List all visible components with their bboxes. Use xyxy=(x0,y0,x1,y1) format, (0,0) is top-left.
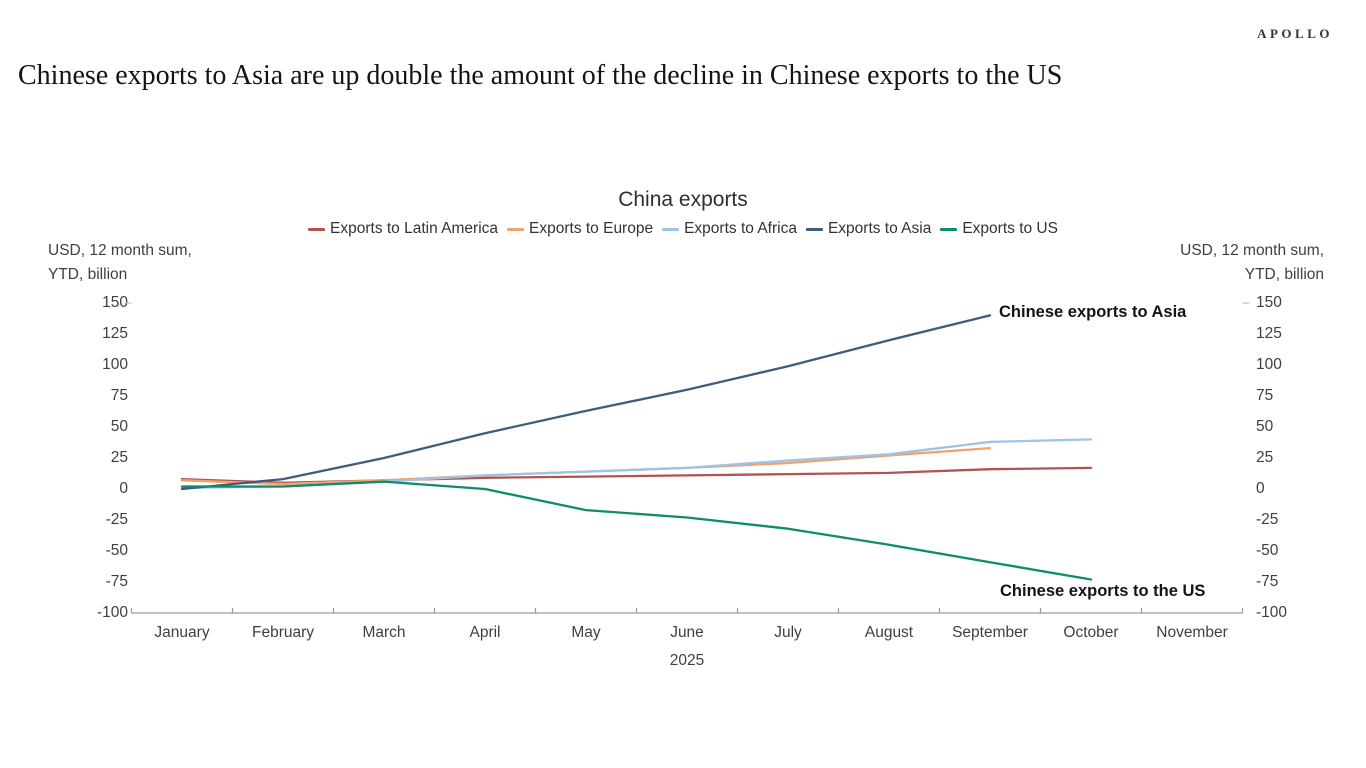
x-axis-year-label: 2025 xyxy=(669,652,705,669)
annotation-exports-to-us: Chinese exports to the US xyxy=(1000,582,1206,600)
y-tick-right-75: 75 xyxy=(1256,387,1274,404)
y-tick-right-0: 0 xyxy=(1256,480,1265,497)
legend-item-us: Exports to US xyxy=(940,220,1058,238)
slide-headline: Chinese exports to Asia are up double th… xyxy=(18,60,1063,91)
y-tick-left-150: 150 xyxy=(102,294,128,311)
y-tick-right-50: 50 xyxy=(1256,418,1274,435)
legend-item-latin-america: Exports to Latin America xyxy=(308,220,498,238)
legend-swatch-europe xyxy=(507,227,525,231)
legend-swatch-africa xyxy=(662,227,680,231)
apollo-logo: APOLLO xyxy=(1257,26,1333,41)
y-tick-left--100: -100 xyxy=(96,604,128,621)
y-tick-right-125: 125 xyxy=(1256,325,1282,342)
x-tick-june: June xyxy=(670,624,704,641)
y-tick-left-25: 25 xyxy=(110,449,128,466)
y-tick-left-0: 0 xyxy=(119,480,128,497)
x-tick-september: September xyxy=(952,624,1028,641)
legend-swatch-us xyxy=(940,227,958,231)
x-tick-april: April xyxy=(469,624,501,641)
y-tick-right-100: 100 xyxy=(1256,356,1282,373)
y-tick-right--75: -75 xyxy=(1256,573,1279,590)
y-tick-right--50: -50 xyxy=(1256,542,1279,559)
x-tick-january: January xyxy=(154,624,210,641)
y-axis-unit-label-right: USD, 12 month sum, YTD, billion xyxy=(1180,239,1324,287)
x-tick-october: October xyxy=(1063,624,1119,641)
y-tick-left-125: 125 xyxy=(102,325,128,342)
x-tick-november: November xyxy=(1156,624,1228,641)
y-axis-unit-left-line1: USD, 12 month sum, xyxy=(48,242,192,259)
x-tick-february: February xyxy=(251,624,315,641)
chart-title: China exports xyxy=(618,188,748,211)
legend-label-asia: Exports to Asia xyxy=(827,220,932,237)
x-tick-march: March xyxy=(362,624,406,641)
y-axis-unit-right-line2: YTD, billion xyxy=(1244,266,1324,283)
legend-label-latin-america: Exports to Latin America xyxy=(330,220,499,237)
legend-swatch-asia xyxy=(805,227,823,231)
chart-legend: Exports to Latin America Exports to Euro… xyxy=(0,220,1366,238)
legend-item-europe: Exports to Europe xyxy=(507,220,653,238)
legend-item-asia: Exports to Asia xyxy=(805,220,932,238)
y-axis-unit-left-line2: YTD, billion xyxy=(48,266,128,283)
y-tick-right--25: -25 xyxy=(1256,511,1279,528)
y-axis-unit-label-left: USD, 12 month sum, YTD, billion xyxy=(48,239,192,287)
x-tick-august: August xyxy=(864,624,914,641)
annotation-exports-to-asia: Chinese exports to Asia xyxy=(999,303,1187,321)
y-tick-left--75: -75 xyxy=(105,573,128,590)
y-tick-left--25: -25 xyxy=(105,511,128,528)
y-tick-right-25: 25 xyxy=(1256,449,1274,466)
y-tick-left--50: -50 xyxy=(105,542,128,559)
legend-swatch-latin-america xyxy=(308,227,326,231)
y-tick-left-75: 75 xyxy=(110,387,128,404)
x-tick-may: May xyxy=(571,624,601,641)
y-tick-right--100: -100 xyxy=(1256,604,1288,621)
legend-label-africa: Exports to Africa xyxy=(684,220,797,237)
legend-label-us: Exports to US xyxy=(962,220,1058,237)
x-tick-july: July xyxy=(774,624,802,641)
y-tick-left-100: 100 xyxy=(102,356,128,373)
y-tick-right-150: 150 xyxy=(1256,294,1282,311)
legend-label-europe: Exports to Europe xyxy=(529,220,654,237)
y-axis-unit-right-line1: USD, 12 month sum, xyxy=(1180,242,1324,259)
y-tick-left-50: 50 xyxy=(110,418,128,435)
legend-item-africa: Exports to Africa xyxy=(662,220,797,238)
